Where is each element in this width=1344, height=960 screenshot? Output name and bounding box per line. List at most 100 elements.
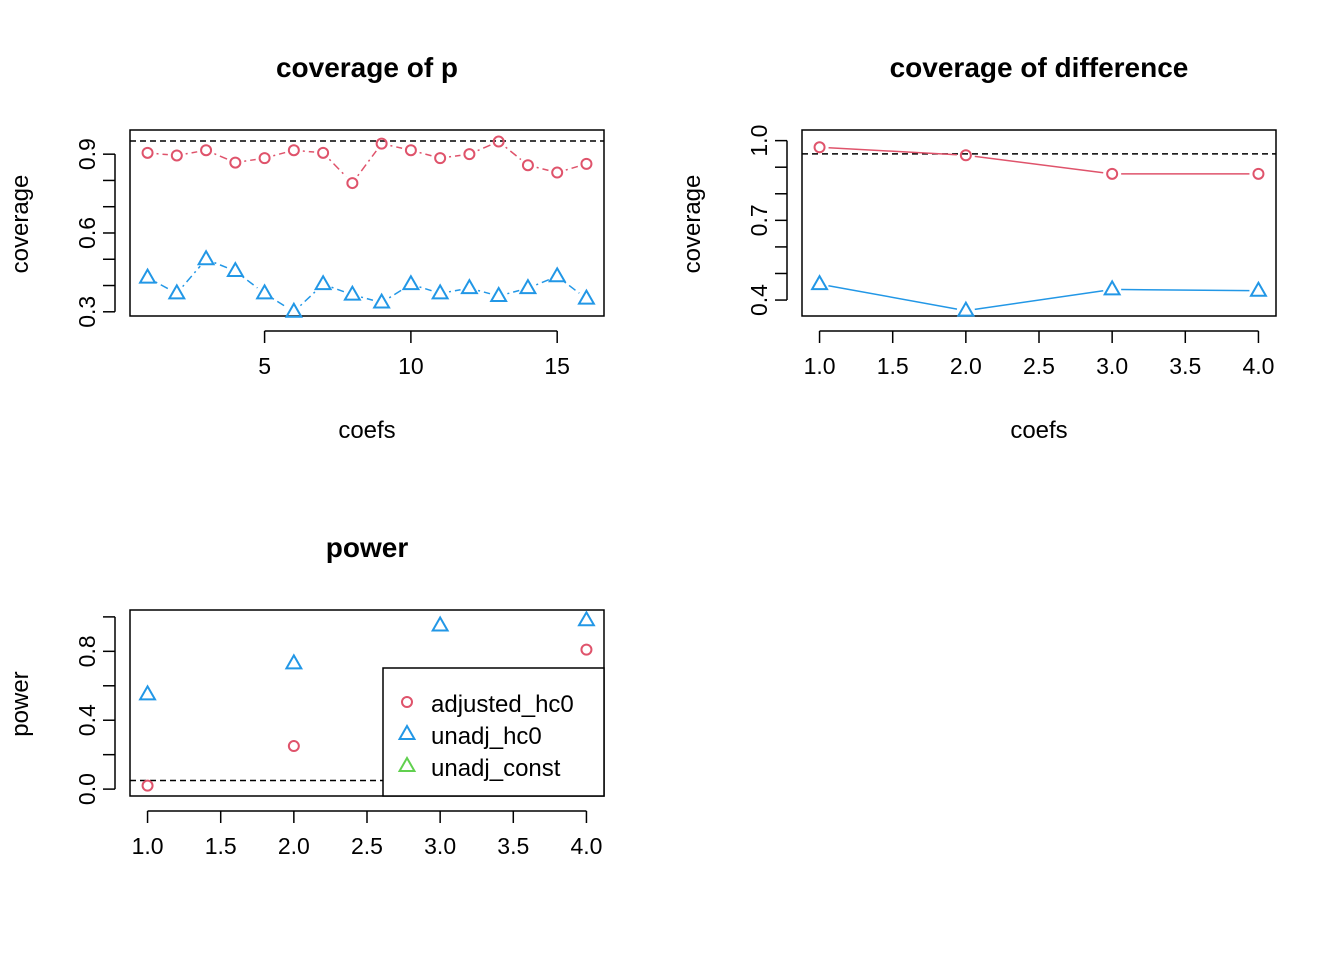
series-line-segment-unadj_hc0 bbox=[214, 261, 228, 269]
data-point-unadj_hc0 bbox=[548, 266, 567, 283]
series-line-segment-adjusted_hc0 bbox=[328, 158, 347, 178]
x-tick-label: 4.0 bbox=[570, 833, 602, 859]
data-point-unadj_hc0 bbox=[138, 684, 157, 701]
data-point-unadj_hc0 bbox=[430, 615, 450, 632]
x-tick-label: 2.5 bbox=[1023, 353, 1055, 379]
data-point-adjusted_hc0 bbox=[287, 740, 300, 753]
series-line-segment-adjusted_hc0 bbox=[185, 151, 198, 155]
data-point-unadj_hc0 bbox=[518, 278, 538, 295]
legend-label: adjusted_hc0 bbox=[431, 691, 574, 718]
series-line-segment-unadj_hc0 bbox=[388, 288, 404, 299]
data-point-adjusted_hc0 bbox=[141, 779, 154, 792]
x-tick-label: 2.0 bbox=[278, 833, 310, 859]
data-point-adjusted_hc0 bbox=[463, 148, 476, 161]
data-point-adjusted_hc0 bbox=[551, 166, 564, 179]
series-line-segment-adjusted_hc0 bbox=[565, 165, 579, 171]
x-tick-label: 1.0 bbox=[132, 833, 164, 859]
chart-title: power bbox=[326, 532, 409, 563]
series-line-segment-unadj_hc0 bbox=[507, 289, 520, 295]
data-point-unadj_hc0 bbox=[810, 274, 829, 291]
legend-marker-adjusted_hc0 bbox=[401, 696, 413, 708]
x-tick-label: 1.5 bbox=[205, 833, 237, 859]
data-point-adjusted_hc0 bbox=[959, 149, 972, 162]
data-point-adjusted_hc0 bbox=[813, 141, 826, 154]
x-axis-label: coefs bbox=[1010, 417, 1067, 444]
y-axis-label: power bbox=[7, 671, 34, 736]
x-tick-label: 3.5 bbox=[497, 833, 529, 859]
series-line-segment-unadj_hc0 bbox=[182, 265, 201, 288]
data-point-adjusted_hc0 bbox=[170, 149, 183, 162]
data-point-adjusted_hc0 bbox=[580, 643, 593, 656]
data-point-adjusted_hc0 bbox=[229, 156, 242, 169]
panel-coverage-of-p: coverage of p coefs coverage 0.3 0.6 0.9 5 1… bbox=[7, 52, 605, 444]
series-line-segment-adjusted_hc0 bbox=[214, 153, 228, 160]
data-point-unadj_hc0 bbox=[167, 283, 186, 300]
series-line-segment-adjusted_hc0 bbox=[302, 150, 315, 153]
data-point-adjusted_hc0 bbox=[492, 135, 505, 148]
series-line-segment-unadj_hc0 bbox=[477, 289, 491, 295]
series-line-segment-unadj_hc0 bbox=[828, 284, 958, 310]
series-line-segment-unadj_hc0 bbox=[1121, 288, 1250, 292]
y-tick-label: 0.8 bbox=[74, 635, 100, 667]
series-line-segment-unadj_hc0 bbox=[535, 279, 550, 286]
series-line-segment-unadj_hc0 bbox=[331, 286, 345, 293]
series-line-segment-unadj_hc0 bbox=[360, 296, 374, 301]
x-tick-label: 1.0 bbox=[804, 353, 836, 379]
data-point-unadj_hc0 bbox=[1102, 279, 1122, 296]
y-tick-label: 0.3 bbox=[74, 296, 100, 328]
data-point-adjusted_hc0 bbox=[287, 144, 300, 157]
legend-marker-unadj_const bbox=[397, 755, 417, 772]
y-tick-label: 0.0 bbox=[74, 773, 100, 805]
data-point-unadj_hc0 bbox=[226, 261, 245, 278]
series-line-segment-adjusted_hc0 bbox=[974, 155, 1104, 174]
data-point-unadj_hc0 bbox=[196, 249, 216, 266]
data-point-unadj_hc0 bbox=[372, 292, 391, 309]
data-point-adjusted_hc0 bbox=[346, 177, 359, 190]
data-point-unadj_hc0 bbox=[284, 653, 304, 670]
legend: adjusted_hc0 unadj_hc0 unadj_const bbox=[382, 667, 605, 797]
data-point-unadj_hc0 bbox=[956, 300, 976, 317]
panel-power: power power 0.0 0.4 0.8 1.0 1.5 2.0 2.5 3.0 3.5 4… bbox=[7, 532, 605, 859]
y-tick-label: 0.4 bbox=[74, 704, 100, 736]
data-point-unadj_hc0 bbox=[460, 278, 479, 295]
data-point-unadj_hc0 bbox=[430, 283, 450, 300]
data-point-unadj_hc0 bbox=[343, 284, 362, 301]
data-point-unadj_hc0 bbox=[577, 288, 596, 305]
plot-frame bbox=[801, 129, 1277, 317]
series-line-segment-adjusted_hc0 bbox=[357, 150, 377, 177]
series-line-segment-unadj_hc0 bbox=[563, 281, 580, 294]
data-point-unadj_hc0 bbox=[313, 274, 333, 291]
x-axis-label: coefs bbox=[338, 417, 395, 444]
data-point-unadj_hc0 bbox=[489, 286, 508, 302]
series-line-segment-adjusted_hc0 bbox=[390, 144, 403, 149]
data-point-unadj_hc0 bbox=[284, 301, 304, 318]
y-tick-label: 0.4 bbox=[746, 284, 772, 316]
series-line-segment-adjusted_hc0 bbox=[244, 158, 256, 162]
data-point-adjusted_hc0 bbox=[1252, 167, 1265, 180]
x-tick-label: 3.0 bbox=[424, 833, 456, 859]
series-line-segment-unadj_hc0 bbox=[271, 297, 287, 308]
series-line-segment-unadj_hc0 bbox=[299, 289, 318, 307]
data-point-adjusted_hc0 bbox=[434, 152, 447, 165]
series-line-segment-adjusted_hc0 bbox=[536, 166, 549, 172]
series-line-segment-adjusted_hc0 bbox=[477, 144, 491, 152]
series-line-segment-adjusted_hc0 bbox=[273, 151, 286, 157]
x-tick-label: 10 bbox=[398, 353, 424, 379]
data-point-unadj_hc0 bbox=[577, 610, 596, 627]
series-line-segment-adjusted_hc0 bbox=[156, 152, 168, 156]
data-point-adjusted_hc0 bbox=[141, 146, 154, 159]
data-point-adjusted_hc0 bbox=[404, 144, 417, 157]
series-line-segment-unadj_hc0 bbox=[419, 286, 432, 292]
legend-label: unadj_hc0 bbox=[431, 723, 542, 750]
panel-coverage-of-difference: coverage of difference coefs coverage 0.… bbox=[679, 52, 1277, 444]
series-line-segment-unadj_hc0 bbox=[448, 289, 461, 293]
x-tick-label: 4.0 bbox=[1242, 353, 1274, 379]
series-line-segment-adjusted_hc0 bbox=[448, 154, 461, 158]
data-point-unadj_hc0 bbox=[255, 283, 274, 300]
legend-marker-unadj_hc0 bbox=[397, 723, 417, 740]
x-tick-label: 2.5 bbox=[351, 833, 383, 859]
data-point-adjusted_hc0 bbox=[258, 152, 271, 165]
y-tick-label: 0.6 bbox=[74, 217, 100, 249]
data-point-adjusted_hc0 bbox=[521, 159, 534, 172]
